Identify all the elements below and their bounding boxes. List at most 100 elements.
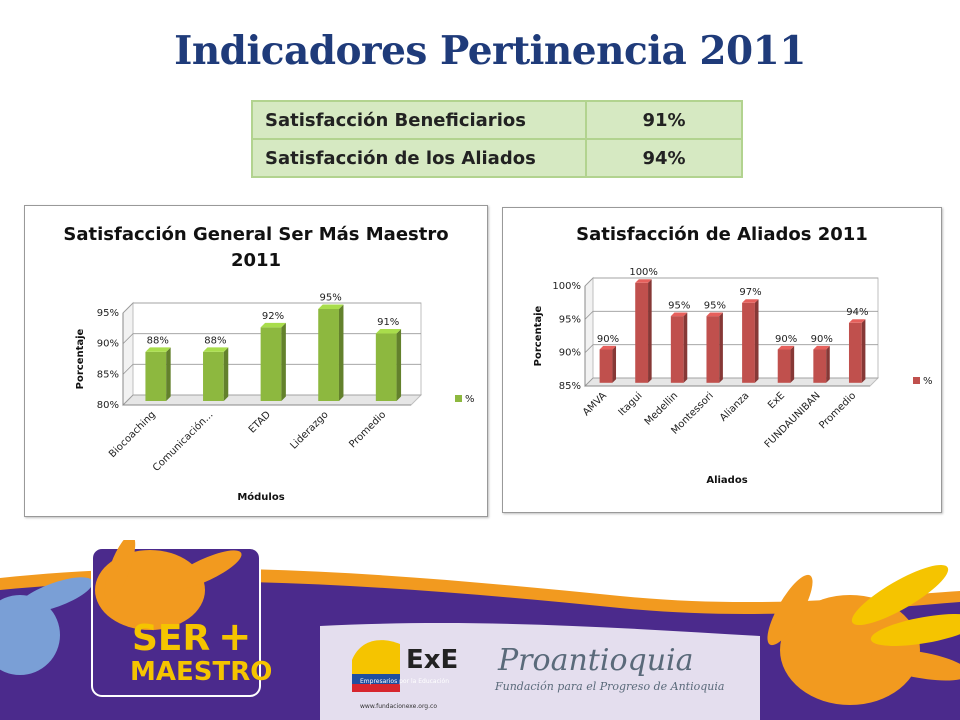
x-tick-label: ETAD (247, 409, 274, 436)
bar-side (648, 279, 652, 383)
legend-swatch (913, 377, 920, 384)
bar-front (742, 302, 755, 383)
x-tick-label: Alianza (718, 390, 751, 423)
y-tick-label: 90% (559, 348, 581, 359)
bar-front (777, 349, 791, 383)
data-label: 100% (629, 267, 658, 278)
data-label: 88% (204, 335, 226, 346)
proantioquia-tagline: Fundación para el Progreso de Antioquia (494, 680, 724, 693)
bar-top (777, 345, 795, 350)
bar-top (742, 299, 759, 303)
chart-title: Satisfacción de Aliados 2011 (576, 224, 868, 245)
y-gridline (122, 302, 421, 314)
legend-label: % (923, 376, 933, 387)
bar-front (670, 316, 684, 383)
row-label: Satisfacción Beneficiarios (251, 100, 587, 140)
x-tick-label: Liderazgo (288, 409, 330, 451)
x-tick-label: Itagui (617, 390, 645, 418)
bar-front (145, 351, 167, 401)
y-gridline (584, 310, 878, 320)
y-gridline (584, 344, 878, 353)
x-tick-label: Comunicación... (150, 409, 215, 474)
chart-side-wall (122, 301, 134, 407)
data-label: 90% (775, 334, 797, 345)
data-label: 97% (739, 287, 761, 298)
bar-side (338, 304, 344, 401)
bar-top (670, 312, 688, 317)
hand-right-icon (767, 564, 960, 705)
data-label: 95% (668, 301, 690, 312)
proantioquia-logo: Proantioquia Fundación para el Progreso … (494, 643, 724, 693)
legend-label: % (465, 394, 475, 405)
slide-title: Indicadores Pertinencia 2011 (174, 28, 806, 74)
proantioquia-name: Proantioquia (497, 643, 694, 678)
bar-front (599, 349, 613, 383)
chart-floor (583, 377, 880, 387)
chart-satisfaccion-aliados: Satisfacción de Aliados 2011 85% 90% 95% 100… (502, 207, 942, 513)
exe-url: www.fundacionexe.org.co (360, 703, 437, 710)
bar-side (396, 329, 402, 401)
data-label: 88% (147, 335, 169, 346)
y-tick-label: 90% (97, 339, 119, 350)
x-axis-label: Módulos (237, 491, 284, 503)
bar-side (223, 347, 229, 401)
bar (318, 304, 344, 401)
data-label: 95% (704, 301, 726, 312)
ser-logo-text: SER (132, 618, 210, 659)
bar-front (318, 309, 339, 401)
table-row: Satisfacción de los Aliados 94% (251, 138, 743, 178)
bar (635, 279, 652, 383)
bar-front (848, 322, 862, 383)
bar-top (375, 329, 402, 334)
bar (777, 345, 795, 383)
data-label: 91% (377, 317, 399, 328)
exe-logo: ExE Empresarios por la Educación www.fun… (352, 640, 458, 710)
y-tick-label: 80% (97, 400, 119, 411)
bar (742, 299, 759, 383)
bar (375, 329, 402, 401)
bar-front (260, 327, 282, 401)
x-axis-label: Aliados (706, 475, 747, 486)
bar-top (706, 312, 723, 317)
bar-side (754, 299, 759, 383)
bar-top (635, 279, 652, 283)
bar (706, 312, 723, 383)
chart-satisfaccion-general: Satisfacción General Ser Más Maestro 2011… (24, 205, 488, 517)
data-label: 95% (319, 293, 341, 304)
bar (670, 312, 688, 383)
bar (813, 345, 830, 383)
chart-title: Satisfacción General Ser Más Maestro (63, 224, 448, 245)
bar-side (683, 312, 688, 383)
row-label: Satisfacción de los Aliados (251, 138, 587, 178)
x-tick-label: AMVA (581, 390, 609, 418)
bar-side (612, 345, 617, 383)
exe-mark: ExE (406, 645, 458, 675)
y-axis-label: Porcentaje (75, 328, 86, 389)
y-gridline (584, 277, 878, 287)
row-value: 91% (585, 100, 743, 140)
data-label: 92% (262, 311, 284, 322)
bar (260, 322, 286, 401)
data-label: 94% (846, 307, 868, 318)
table-row: Satisfacción Beneficiarios 91% (251, 100, 743, 140)
bar-side (281, 322, 286, 401)
y-tick-label: 85% (559, 381, 581, 392)
bar-top (848, 319, 866, 323)
bar-front (813, 349, 827, 383)
legend-swatch (455, 395, 462, 402)
bar-top (599, 345, 617, 350)
x-tick-label: ExE (766, 390, 787, 411)
bar-side (790, 345, 795, 383)
chart-title: 2011 (231, 250, 281, 271)
bar-top (203, 347, 229, 352)
data-label: 90% (811, 334, 833, 345)
hand-left-icon (0, 577, 93, 675)
plus-icon: + (218, 614, 252, 660)
bar (848, 319, 866, 383)
bar-top (260, 322, 286, 328)
bar-front (706, 316, 720, 383)
x-tick-label: Promedio (817, 390, 858, 431)
partner-logo-panel (320, 623, 760, 720)
bar-side (826, 345, 830, 383)
footer-graphics: SER + MAESTRO ExE Empresarios por la Edu… (0, 540, 960, 720)
